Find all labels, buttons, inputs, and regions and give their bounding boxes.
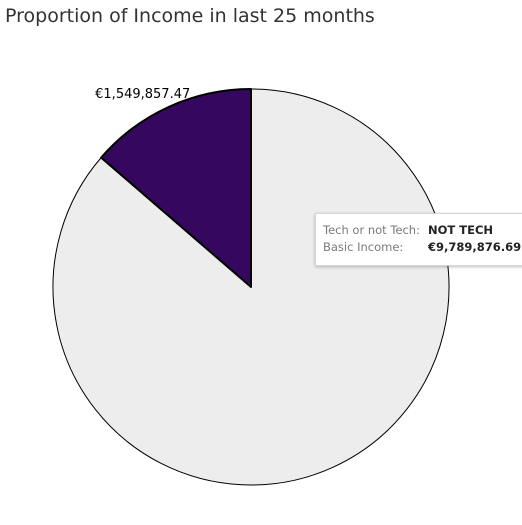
tooltip-income-value: €9,789,876.69 [428,240,522,254]
chart-title: Proportion of Income in last 25 months [5,5,375,27]
tooltip-income-key: Basic Income: [323,240,404,254]
pie-slice-tech[interactable] [100,88,252,288]
tooltip-row-category: Tech or not Tech: NOT TECH [323,223,522,240]
tooltip: Tech or not Tech: NOT TECH Basic Income:… [315,213,522,266]
tooltip-category-key: Tech or not Tech: [323,223,420,237]
tooltip-category-value: NOT TECH [428,223,494,237]
tooltip-row-income: Basic Income: €9,789,876.69 [323,240,522,257]
slice-label-tech: €1,549,857.47 [95,87,190,102]
